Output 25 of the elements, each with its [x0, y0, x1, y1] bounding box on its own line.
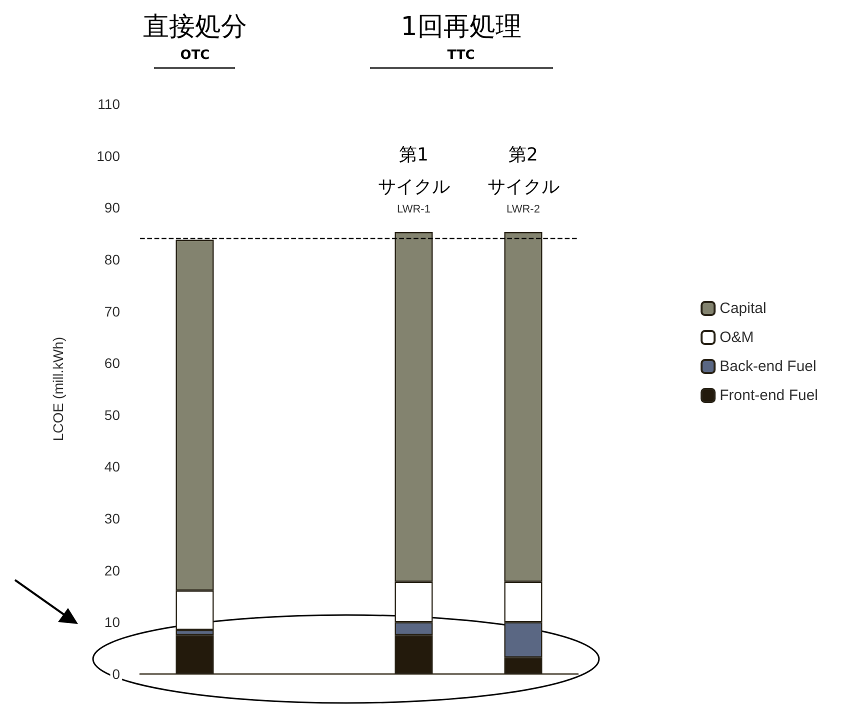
legend-label: Front-end Fuel [720, 387, 818, 404]
text: TTC [447, 48, 475, 63]
y-tick-label: 0 [112, 666, 120, 682]
y-tick-label: 10 [104, 614, 120, 630]
annotation: 第1 サイクル [378, 144, 450, 198]
text: 1回再処理 [400, 12, 522, 42]
y-tick-label: 70 [104, 303, 120, 320]
legend-label: O&M [720, 329, 754, 346]
y-tick-label: 30 [104, 510, 120, 527]
y-tick-label: 60 [104, 355, 120, 372]
y-tick-label: 50 [104, 406, 120, 423]
y-tick-label: 100 [96, 148, 120, 164]
legend-label: Back-end Fuel [720, 358, 816, 375]
y-tick-label: 40 [104, 458, 120, 475]
x-tick-label: LWR-2 [506, 204, 540, 216]
annotation: 第2 サイクル [487, 144, 560, 198]
y-tick-label: 90 [104, 200, 120, 216]
x-tick-label: LWR-1 [397, 204, 430, 216]
y-tick-label: 110 [98, 96, 120, 112]
y-axis-title: LCOE (mill.kWh) [50, 336, 66, 442]
y-tick-label: 20 [104, 562, 120, 578]
text: 直接処分 [143, 12, 247, 42]
text: OTC [180, 48, 210, 63]
y-tick-label: 80 [104, 251, 120, 268]
legend-label: Capital [720, 300, 766, 317]
